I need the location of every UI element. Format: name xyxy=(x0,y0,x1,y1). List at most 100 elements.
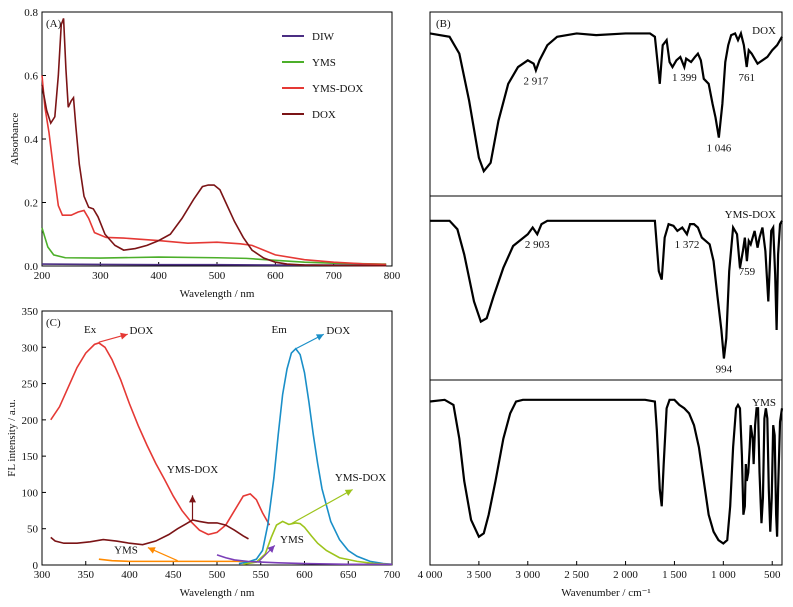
x-tick-label-c: 600 xyxy=(296,569,313,581)
x-tick-label-c: 500 xyxy=(209,569,226,581)
y-tick-label-c: 50 xyxy=(27,524,39,536)
tick-group-b: 4 000 3 500 3 000 2 500 2 000 1 500 1 000 500 xyxy=(418,561,781,581)
x-tick-label-c: 700 xyxy=(384,569,401,581)
y-tick-label-c: 0 xyxy=(33,560,39,572)
annotation-ex: Ex xyxy=(84,324,97,336)
x-tick-label-c: 650 xyxy=(340,569,357,581)
annotation-yms-dox-em: YMS-DOX xyxy=(335,472,386,484)
chart-panel-c: (C) Wavelength / nm FL intensity / a.u. … xyxy=(6,306,401,599)
annotation-group-c: Ex Em DOX DOX YMS-DOX YMS-DOX YMS YMS xyxy=(84,324,386,562)
peak-label: 761 xyxy=(738,72,755,84)
x-tick-label-c: 400 xyxy=(121,569,138,581)
panel-label-a: (A) xyxy=(46,18,62,30)
arrow-yms-em-head xyxy=(267,545,275,553)
x-axis-label-b: Wavenumber / cm⁻¹ xyxy=(561,587,650,599)
panel-label-c: (C) xyxy=(46,317,61,329)
y-tick-label-c: 350 xyxy=(22,306,39,318)
series-line-yms-ex xyxy=(98,558,248,563)
y-tick-label-a: 0.0 xyxy=(24,261,38,273)
series-group-a xyxy=(41,18,387,267)
tick-group-c: 300 350 400 450 500 550 600 650 700 0 50 100 150 200 2… xyxy=(22,306,401,581)
subpanel-label-yms: YMS xyxy=(752,397,776,409)
series-line-dox-em xyxy=(238,347,393,566)
y-tick-label-a: 0.6 xyxy=(24,71,38,83)
annotation-yms-dox-ex: YMS-DOX xyxy=(167,464,218,476)
series-line-yms xyxy=(41,227,387,265)
legend-a: DIW YMS YMS-DOX DOX xyxy=(282,31,363,121)
y-tick-label-c: 200 xyxy=(22,415,39,427)
annotation-dox-ex: DOX xyxy=(130,325,154,337)
x-tick-label-a: 300 xyxy=(92,270,109,282)
x-tick-label-b: 3 500 xyxy=(467,569,492,581)
series-group-c xyxy=(50,342,393,566)
series-line-dox xyxy=(41,18,387,267)
x-axis-label-c: Wavelength / nm xyxy=(180,587,255,599)
chart-panel-a: (A) Wavelength / nm Absorbance 200 300 400… xyxy=(9,7,401,300)
tick-group-a: 200 300 400 500 600 700 800 0.0 0.2 0.4 0.6 0.8 xyxy=(24,7,401,282)
x-axis-label-a: Wavelength / nm xyxy=(180,288,255,300)
chart-panel-b: (B) Wavenumber / cm⁻¹ 4 000 3 500 3 000 2 5… xyxy=(418,11,784,599)
series-line-yms-dox xyxy=(41,75,387,266)
legend-label-diw: DIW xyxy=(312,31,335,43)
annotation-yms-em: YMS xyxy=(280,534,304,546)
panel-label-b: (B) xyxy=(436,18,451,30)
x-tick-label-a: 600 xyxy=(267,270,284,282)
annotation-yms-ex: YMS xyxy=(114,544,138,556)
x-tick-label-b: 4 000 xyxy=(418,569,443,581)
peak-label: 1 399 xyxy=(672,72,697,84)
y-tick-label-c: 250 xyxy=(22,379,39,391)
annotation-em: Em xyxy=(271,324,287,336)
series-group-b xyxy=(429,30,784,545)
y-tick-label-c: 150 xyxy=(22,451,39,463)
arrow-dox-em-head xyxy=(315,334,324,341)
peak-label: 1 372 xyxy=(675,239,700,251)
arrow-yms-dox-em-head xyxy=(344,489,353,496)
arrow-yms-dox-em xyxy=(291,489,353,525)
x-tick-label-a: 500 xyxy=(209,270,226,282)
arrow-yms-dox-ex-head xyxy=(189,495,196,503)
x-tick-label-b: 3 000 xyxy=(515,569,540,581)
peak-label: 759 xyxy=(739,266,756,278)
y-tick-label-a: 0.4 xyxy=(24,134,38,146)
x-tick-label-b: 2 000 xyxy=(613,569,638,581)
series-line-dox-ex xyxy=(50,342,271,536)
peak-label: 2 903 xyxy=(525,239,550,251)
legend-label-yms-dox: YMS-DOX xyxy=(312,83,363,95)
x-tick-label-c: 300 xyxy=(34,569,51,581)
x-tick-label-a: 200 xyxy=(34,270,51,282)
y-tick-label-c: 100 xyxy=(22,487,39,499)
peak-label: 994 xyxy=(716,364,733,376)
peak-label: 1 046 xyxy=(706,143,731,155)
x-tick-label-a: 400 xyxy=(150,270,167,282)
x-tick-label-b: 1 000 xyxy=(711,569,736,581)
x-tick-label-c: 350 xyxy=(78,569,95,581)
series-line-yms-dox-ex xyxy=(50,519,249,546)
legend-label-dox: DOX xyxy=(312,109,336,121)
x-tick-label-c: 550 xyxy=(253,569,270,581)
x-tick-label-a: 800 xyxy=(384,270,401,282)
y-tick-label-a: 0.2 xyxy=(24,198,38,210)
x-tick-label-b: 500 xyxy=(764,569,781,581)
series-line-yms-dox-em xyxy=(243,520,393,566)
x-tick-label-b: 2 500 xyxy=(564,569,589,581)
y-axis-label-c: FL intensity / a.u. xyxy=(6,399,18,477)
arrow-yms-ex-head xyxy=(147,547,156,554)
annotation-group-b: DOX 2 917 1 399 1 046 761 YMS-DOX 2 903 1 372 75… xyxy=(524,25,777,409)
subpanel-label-yms-dox: YMS-DOX xyxy=(725,209,776,221)
plot-frame-b xyxy=(429,11,783,566)
y-tick-label-c: 300 xyxy=(22,342,39,354)
y-axis-label-a: Absorbance xyxy=(9,113,21,166)
x-tick-label-c: 450 xyxy=(165,569,182,581)
annotation-dox-em: DOX xyxy=(326,325,350,337)
x-tick-label-a: 700 xyxy=(325,270,342,282)
y-tick-label-a: 0.8 xyxy=(24,7,38,19)
ir-spectrum-yms xyxy=(429,398,784,545)
legend-label-yms: YMS xyxy=(312,57,336,69)
arrow-dox-ex-head xyxy=(120,332,128,340)
ir-spectrum-dox xyxy=(429,30,783,174)
subpanel-label-dox: DOX xyxy=(752,25,776,37)
series-line-yms-em xyxy=(216,554,392,566)
peak-label: 2 917 xyxy=(524,75,549,87)
ir-spectrum-yms-dox xyxy=(430,219,783,359)
